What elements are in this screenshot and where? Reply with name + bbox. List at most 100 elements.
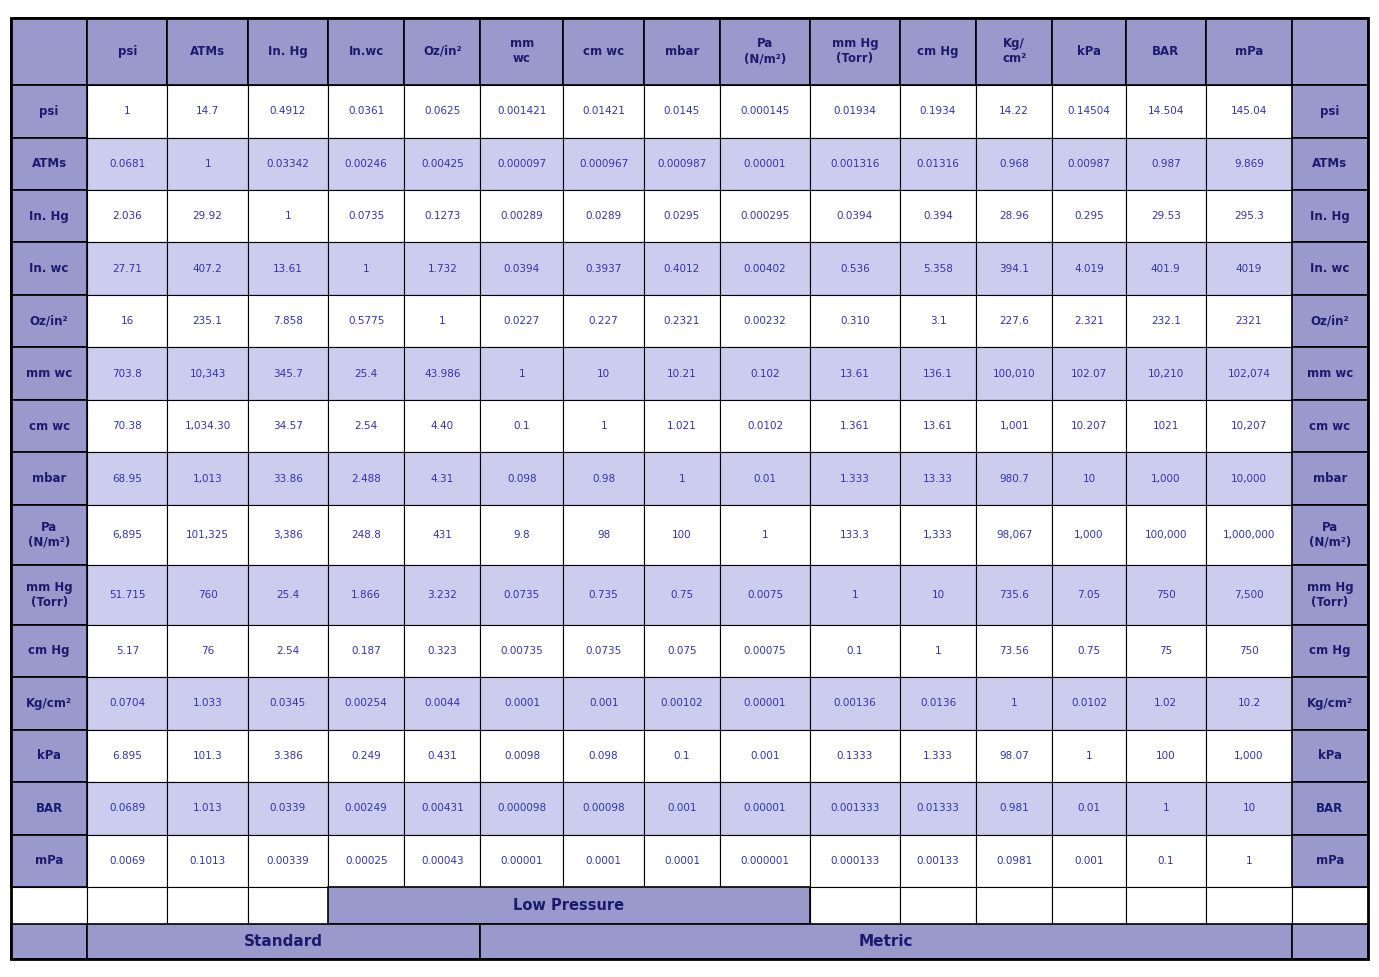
Bar [1125, 18, 1207, 85]
Bar [480, 834, 564, 887]
Bar [720, 295, 809, 348]
Text: 2.321: 2.321 [1074, 317, 1105, 326]
Text: 0.4912: 0.4912 [270, 106, 306, 116]
Bar [564, 565, 644, 624]
Bar [1207, 452, 1292, 505]
Bar [976, 677, 1052, 730]
Text: 0.00431: 0.00431 [421, 803, 463, 813]
Bar [720, 85, 809, 138]
Text: 51.715: 51.715 [109, 590, 146, 600]
Bar [720, 782, 809, 834]
Bar [900, 624, 976, 677]
Text: 1: 1 [519, 368, 525, 378]
Bar [328, 834, 404, 887]
Bar [404, 400, 480, 452]
Bar [1125, 138, 1207, 190]
Text: mm wc: mm wc [1307, 367, 1353, 380]
Text: 75: 75 [1160, 646, 1172, 656]
Bar [1207, 400, 1292, 452]
Bar [564, 138, 644, 190]
Text: 100: 100 [672, 530, 692, 539]
Text: 0.1934: 0.1934 [920, 106, 956, 116]
Bar [644, 730, 720, 782]
Text: 0.0295: 0.0295 [663, 211, 701, 221]
Bar [248, 295, 328, 348]
Bar [809, 452, 900, 505]
Bar [248, 138, 328, 190]
Bar [720, 348, 809, 400]
Bar [720, 834, 809, 887]
Bar [11, 624, 87, 677]
Text: 1,333: 1,333 [923, 530, 953, 539]
Bar [11, 190, 87, 242]
Text: 0.000967: 0.000967 [579, 158, 629, 169]
Bar [564, 85, 644, 138]
Bar [1207, 505, 1292, 565]
Bar [480, 452, 564, 505]
Bar [1292, 624, 1368, 677]
Text: 0.0102: 0.0102 [747, 421, 783, 431]
Text: 0.00425: 0.00425 [421, 158, 463, 169]
Bar [1125, 85, 1207, 138]
Text: 0.001333: 0.001333 [830, 803, 880, 813]
Text: 6,895: 6,895 [113, 530, 142, 539]
Bar [87, 887, 167, 924]
Text: 1,013: 1,013 [193, 474, 222, 484]
Bar [1292, 782, 1368, 834]
Text: 0.1: 0.1 [673, 750, 690, 761]
Bar [11, 834, 87, 887]
Text: mbar: mbar [1313, 472, 1347, 485]
Bar [1207, 677, 1292, 730]
Text: 735.6: 735.6 [1000, 590, 1029, 600]
Bar [900, 505, 976, 565]
Text: 0.001421: 0.001421 [498, 106, 546, 116]
Bar [564, 400, 644, 452]
Text: 0.0735: 0.0735 [348, 211, 385, 221]
Bar [809, 348, 900, 400]
Bar [328, 348, 404, 400]
Bar [167, 348, 248, 400]
Text: 1: 1 [124, 106, 131, 116]
Text: 0.00232: 0.00232 [743, 317, 786, 326]
Text: 0.00043: 0.00043 [421, 856, 463, 866]
Bar [900, 834, 976, 887]
Text: cm wc: cm wc [1309, 419, 1350, 433]
Text: 0.00001: 0.00001 [743, 158, 786, 169]
Text: 101.3: 101.3 [193, 750, 222, 761]
Text: 0.75: 0.75 [670, 590, 694, 600]
Bar [720, 18, 809, 85]
Bar [564, 677, 644, 730]
Text: 0.0075: 0.0075 [747, 590, 783, 600]
Bar [11, 924, 87, 959]
Bar [644, 242, 720, 295]
Bar [1207, 190, 1292, 242]
Bar [720, 452, 809, 505]
Bar [1292, 295, 1368, 348]
Text: Low Pressure: Low Pressure [513, 898, 625, 913]
Text: 13.33: 13.33 [923, 474, 953, 484]
Text: 145.04: 145.04 [1230, 106, 1267, 116]
Bar [976, 242, 1052, 295]
Bar [87, 85, 167, 138]
Text: cm wc: cm wc [29, 419, 70, 433]
Text: 100,000: 100,000 [1145, 530, 1187, 539]
Text: 750: 750 [1156, 590, 1176, 600]
Bar [11, 730, 87, 782]
Bar [328, 400, 404, 452]
Bar [248, 565, 328, 624]
Text: cm Hg: cm Hg [29, 645, 70, 658]
Text: BAR: BAR [1153, 45, 1179, 58]
Bar [167, 242, 248, 295]
Text: 1: 1 [1245, 856, 1252, 866]
Text: 0.01316: 0.01316 [917, 158, 960, 169]
Text: 0.1: 0.1 [514, 421, 530, 431]
Text: mm Hg
(Torr): mm Hg (Torr) [1306, 580, 1353, 609]
Text: 0.0981: 0.0981 [996, 856, 1033, 866]
Bar [248, 730, 328, 782]
Bar [328, 295, 404, 348]
Text: 76: 76 [201, 646, 214, 656]
Bar [87, 565, 167, 624]
Bar [1292, 887, 1368, 924]
Text: 1.333: 1.333 [923, 750, 953, 761]
Text: 0.0227: 0.0227 [503, 317, 541, 326]
